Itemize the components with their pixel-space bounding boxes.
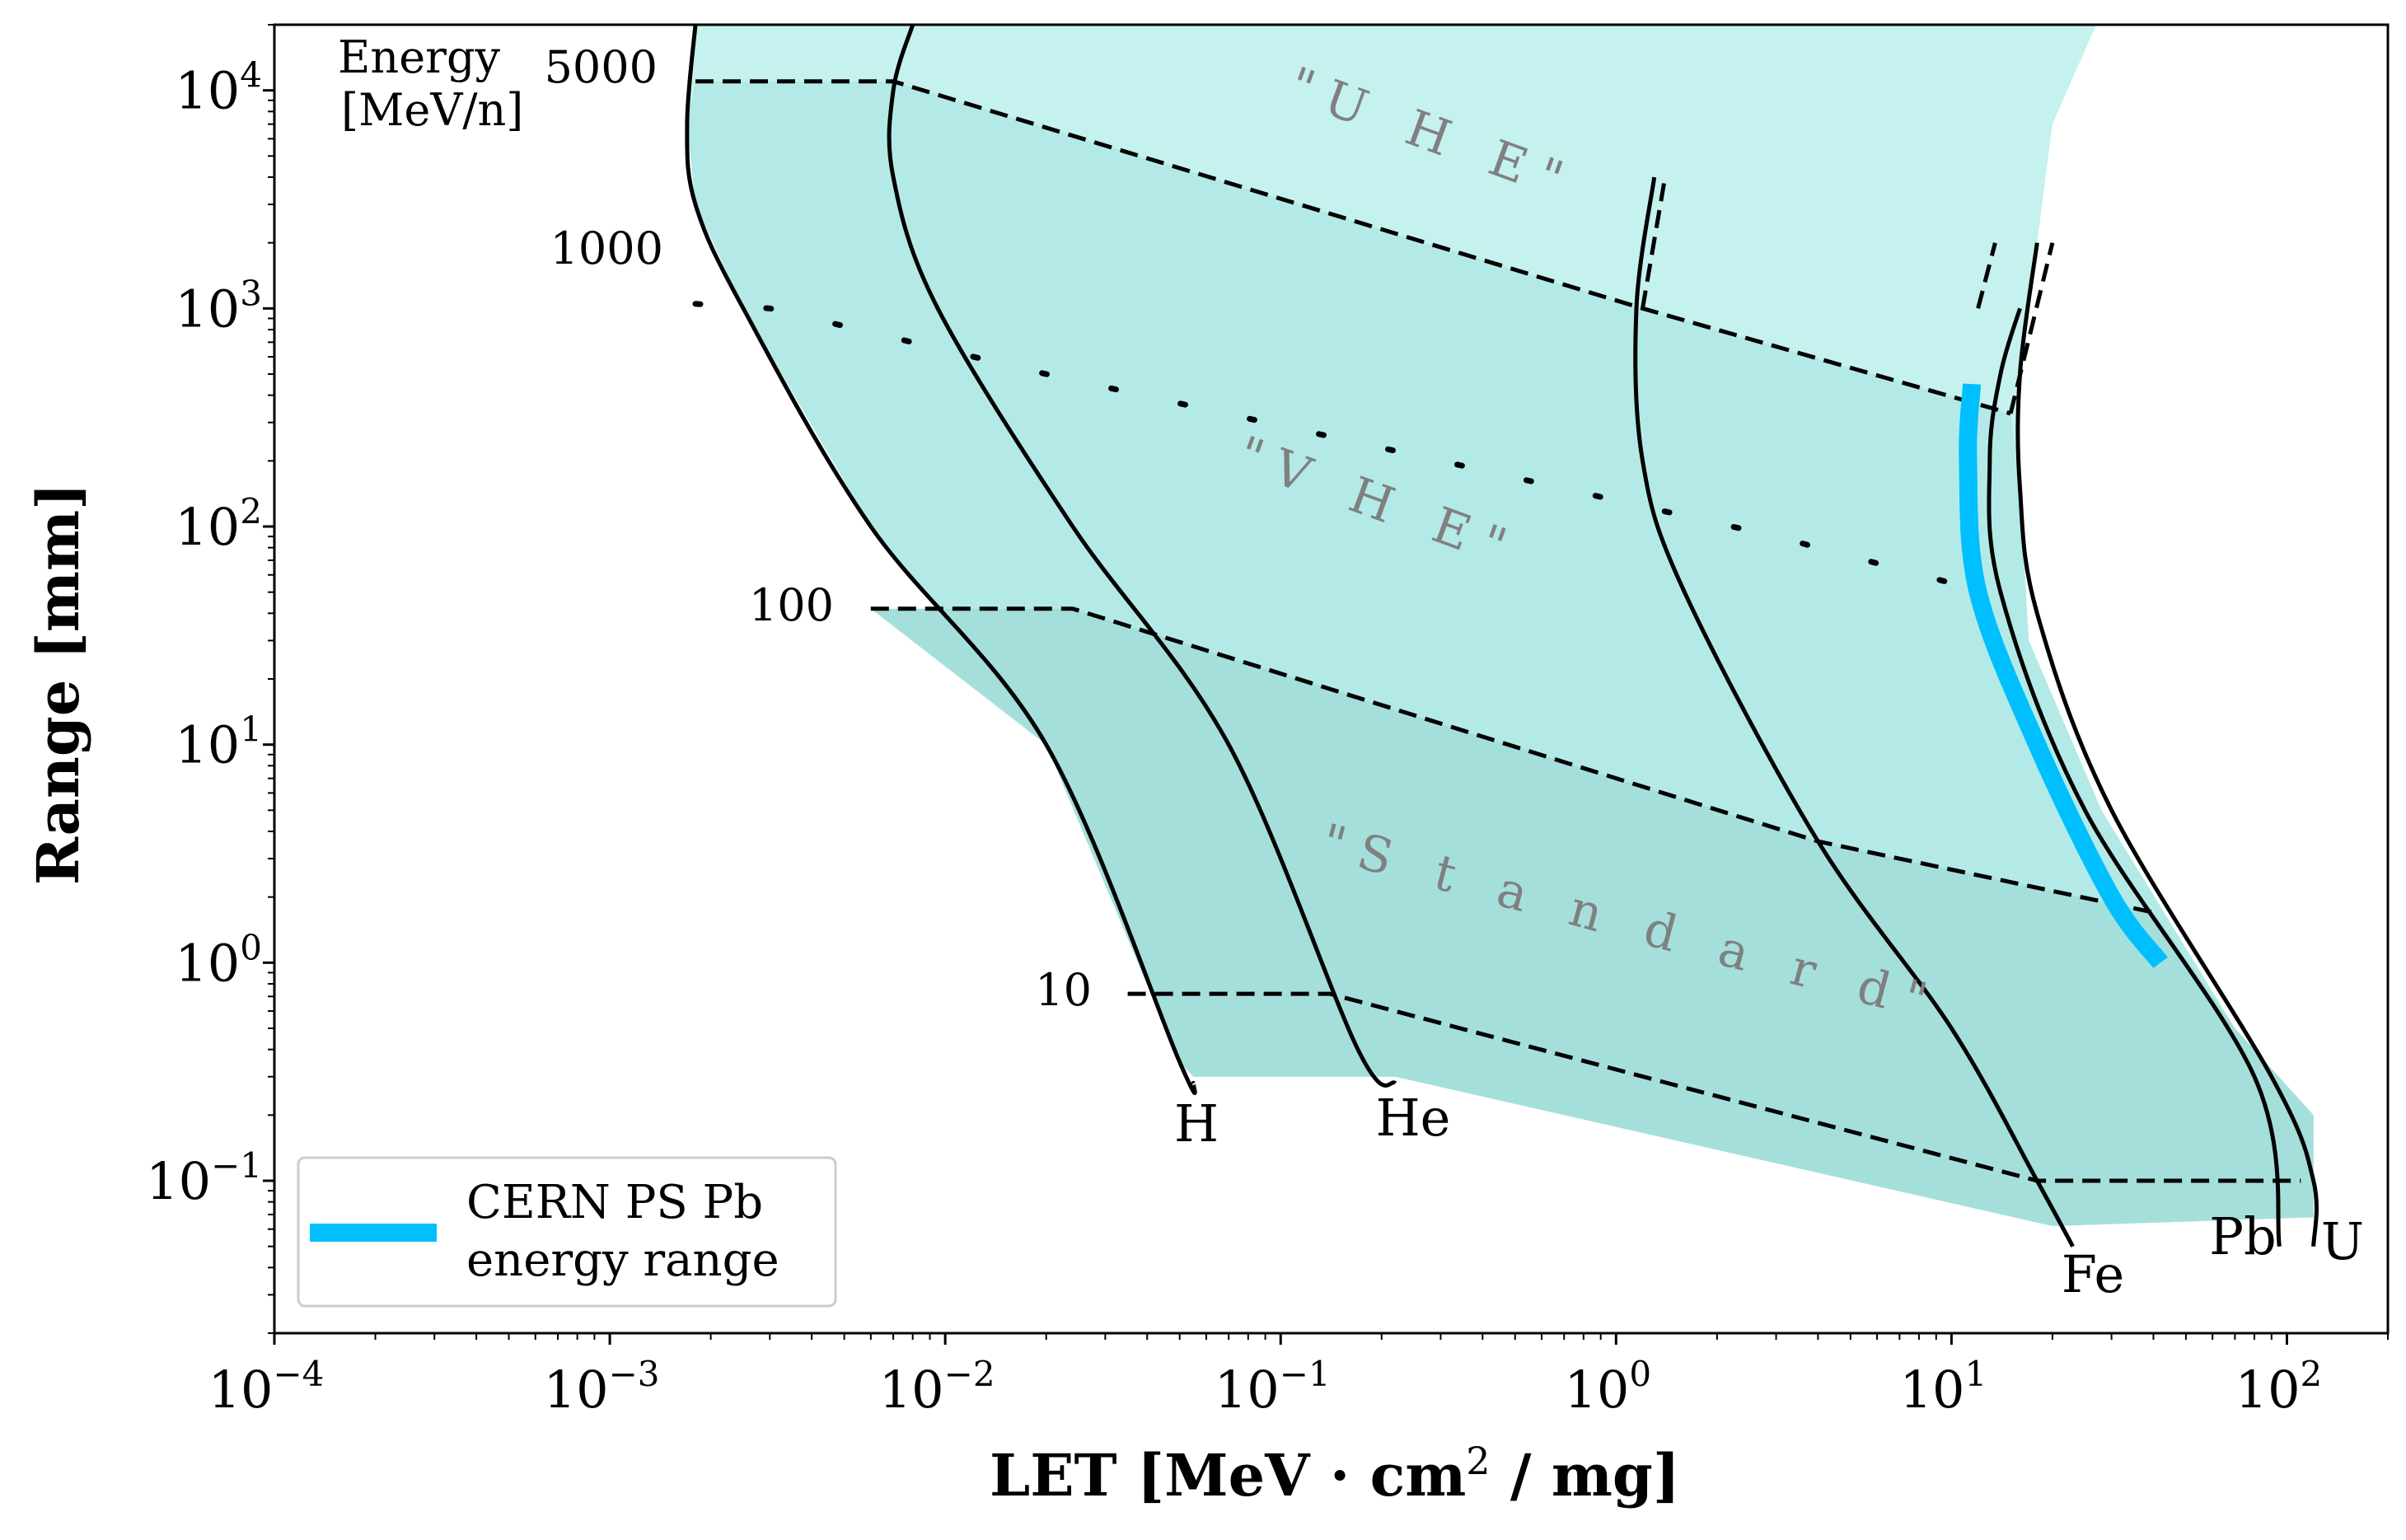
x-tick-label: 102	[2235, 1354, 2323, 1420]
curve-pb	[1987, 307, 2282, 1247]
x-tick-label: 10−2	[879, 1354, 995, 1420]
energy-label-5000: 5000	[545, 41, 658, 93]
cern-series	[1959, 383, 2168, 969]
label-fe: Fe	[2062, 1244, 2124, 1304]
y-tick-label: 104	[175, 55, 262, 121]
y-axis-title: Range [mm]	[24, 483, 92, 885]
curve-fe	[1633, 176, 2075, 1247]
x-tick-label: 10−3	[544, 1354, 660, 1420]
shaded-regions	[686, 25, 2314, 1227]
legend-label-line1: CERN PS Pb	[466, 1176, 763, 1229]
y-tick-label: 102	[175, 491, 262, 557]
x-axis-title: LET [MeV · cm2 / mg]	[990, 1439, 1680, 1510]
extension-dash-1	[1976, 242, 1997, 309]
energy-label-10: 10	[1035, 964, 1092, 1016]
y-tick-label: 103	[175, 273, 262, 339]
extension-dash-0	[1641, 176, 1668, 309]
energy-line-5000	[695, 79, 2011, 416]
region-2	[870, 608, 2314, 1226]
x-tick-label: 100	[1564, 1354, 1651, 1420]
label-pb: Pb	[2209, 1206, 2276, 1266]
x-tick-label: 10−4	[208, 1354, 325, 1420]
series-cern-pb	[1959, 383, 2168, 969]
energy-label-100: 100	[749, 579, 834, 631]
y-tick-label: 100	[175, 927, 262, 993]
plot-frame	[273, 23, 2390, 1335]
y-tick-label: 101	[175, 709, 262, 775]
particle-curves	[685, 24, 2319, 1247]
curve-u	[2015, 242, 2319, 1247]
label-he: He	[1376, 1088, 1451, 1148]
energy-label-1000: 1000	[550, 222, 663, 274]
label-h: H	[1174, 1093, 1219, 1154]
curve-he	[887, 24, 1397, 1088]
energy-line-100	[870, 606, 2155, 915]
energy-line-10	[1127, 991, 2301, 1183]
y-tick-label: 10−1	[146, 1145, 262, 1211]
energy-line-1000	[692, 301, 1954, 587]
energy-unit: [MeV/n]	[341, 84, 523, 136]
legend-box	[297, 1156, 837, 1308]
energy-lines	[692, 79, 2301, 1183]
x-tick-label: 10−1	[1215, 1354, 1331, 1420]
energy-header: Energy	[338, 31, 501, 83]
curve-h	[685, 24, 1197, 1095]
legend-label-line2: energy range	[466, 1233, 779, 1287]
label-u: U	[2321, 1211, 2364, 1271]
x-tick-label: 101	[1900, 1354, 1987, 1420]
axis-ticks: 10−4 10−3 10−2 10−1 100 101 102 10−1 100 101 102 10…	[146, 24, 2389, 1420]
